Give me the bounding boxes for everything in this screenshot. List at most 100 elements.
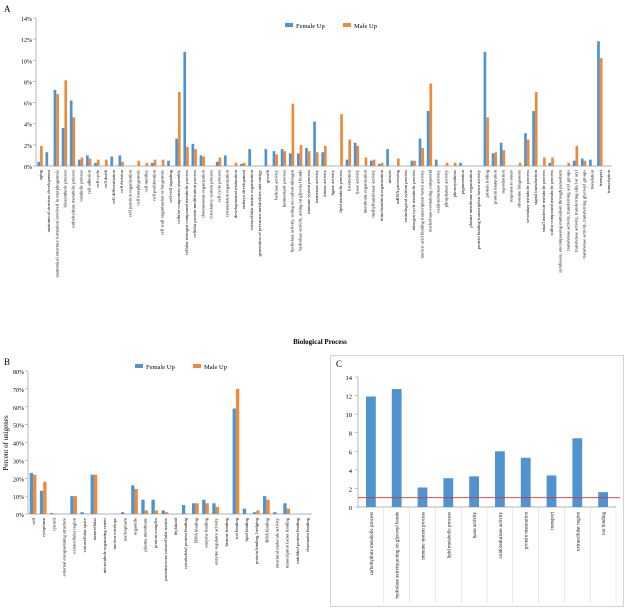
panel-b: B 0% 10% 20% 30% 40% 50% 60% 70% 80% cell cytoplasm… [0, 355, 315, 608]
bar-female [252, 512, 257, 514]
y-tick-label: 40% [13, 442, 24, 448]
bar-female [240, 163, 243, 166]
bar-male [534, 92, 538, 166]
bar-male [144, 510, 148, 514]
bar-female [86, 155, 89, 166]
x-tick-label: ion binding [234, 517, 239, 539]
y-tick-label: 50% [13, 424, 24, 430]
x-tick-label: transferase activity, transferring acyl … [565, 170, 571, 251]
bar-male [80, 157, 84, 166]
legend-swatch [135, 364, 143, 368]
bar-female [280, 149, 284, 166]
y-tick-label: 4 [349, 468, 353, 475]
x-tick-label: immune system process [306, 170, 311, 214]
x-tick-label: cellular protein modification process [192, 170, 197, 238]
panel-c: C 0 2 4 6 8 10 12 14 carbohydrate metabolic proce… [330, 355, 625, 608]
bar-female [426, 111, 430, 166]
bar-female [141, 499, 145, 514]
x-tick-label: phosphatase activity [444, 169, 449, 207]
x-tick-label: translation [590, 169, 595, 189]
x-tick-label: transport [551, 511, 556, 529]
legend-label: Male Up [204, 364, 227, 371]
bar-female [264, 149, 268, 166]
bar-female [183, 51, 187, 167]
bar [443, 478, 454, 507]
bar-female [118, 155, 122, 166]
x-tick-label: histone binding [224, 517, 229, 546]
x-tick-label: cell proliferation [152, 169, 157, 200]
bar-male [153, 159, 157, 166]
bar-female [80, 512, 84, 514]
x-tick-label: anatomical structure formation involved … [54, 170, 59, 278]
x-tick-label: neurological system process [403, 170, 408, 222]
legend-label: Female Up [146, 364, 175, 371]
bar-female [110, 156, 114, 166]
bar-female [524, 133, 527, 166]
bar-male [567, 162, 571, 166]
bar-female [191, 143, 195, 166]
bar-male [137, 160, 141, 166]
bar-male [161, 159, 165, 166]
x-tick-label: intracellular [92, 518, 97, 541]
x-tick-label: cell morphogenesis [135, 170, 140, 206]
x-tick-label: cell division [119, 169, 124, 192]
bar-male [121, 161, 124, 166]
bar-male [154, 510, 159, 514]
bar-male [177, 92, 181, 166]
bar-male [64, 80, 68, 166]
bar-female [94, 162, 97, 166]
x-tick-label: protein folding [484, 169, 489, 197]
x-tick-label: nucleic acid binding transcription facto… [419, 169, 424, 258]
bar-female [175, 138, 178, 166]
bar-male [599, 58, 603, 166]
bar-female [181, 505, 186, 514]
x-tick-label: homeostatic process [281, 170, 286, 207]
bar-male [73, 496, 77, 514]
bar-female [483, 51, 487, 167]
x-tick-label: cell cycle [95, 170, 100, 187]
y-tick-label: 30% [13, 459, 24, 465]
x-tick-label: extracellular space [82, 518, 87, 552]
bar-female [386, 149, 389, 166]
x-tick-label: cell adhesion [87, 169, 92, 194]
bar-female [50, 513, 54, 514]
bar-male [93, 474, 98, 514]
x-tick-label: oxidoreductase activity [499, 512, 504, 559]
bar-male [445, 162, 449, 166]
x-tick-label: anatomical structure development [46, 169, 51, 232]
bar-male [218, 157, 222, 166]
x-tick-label: ribosome biogenesis [517, 170, 522, 208]
x-tick-label: transcription factor binding [285, 517, 290, 568]
x-tick-label: plasma membrane [143, 518, 148, 552]
x-tick-label: isomerase activity [314, 169, 319, 203]
x-tick-label: mitochondrion organization [379, 169, 384, 221]
bar-female [150, 162, 154, 166]
bar-male [291, 103, 295, 166]
y-tick-label: 10% [13, 495, 24, 501]
x-tick-label: protein complex [153, 517, 158, 548]
bar-female [199, 155, 203, 166]
bar-female [151, 499, 155, 514]
x-tick-label: carbohydrate metabolic process [370, 512, 375, 575]
x-tick-label: hydrolase activity,acting on glycosyl bo… [396, 512, 401, 599]
bar-male [286, 508, 290, 514]
panel-frame [330, 355, 624, 607]
bar-male [526, 139, 530, 166]
x-tick-label: response to stress [509, 170, 514, 202]
panel-label: A [4, 4, 11, 14]
y-tick-label: 8% [24, 80, 32, 86]
x-tick-label: lipid metabolic process [447, 512, 452, 558]
bar-male [145, 162, 149, 166]
bar [598, 492, 609, 507]
bar-male [205, 503, 209, 514]
bar [546, 475, 557, 507]
bar-male [364, 157, 368, 166]
x-tick-label: extracellular region [576, 512, 581, 552]
x-tick-label: nuclear envelope [112, 518, 117, 549]
x-tick-label: circulatory system process [208, 170, 213, 219]
legend-label: Male Up [354, 23, 377, 30]
x-tick-label: developmental maturation [233, 169, 238, 218]
x-tick-label: RNA binding [264, 517, 269, 542]
x-tick-label: reproduction [500, 169, 505, 193]
bar-male [33, 474, 37, 514]
